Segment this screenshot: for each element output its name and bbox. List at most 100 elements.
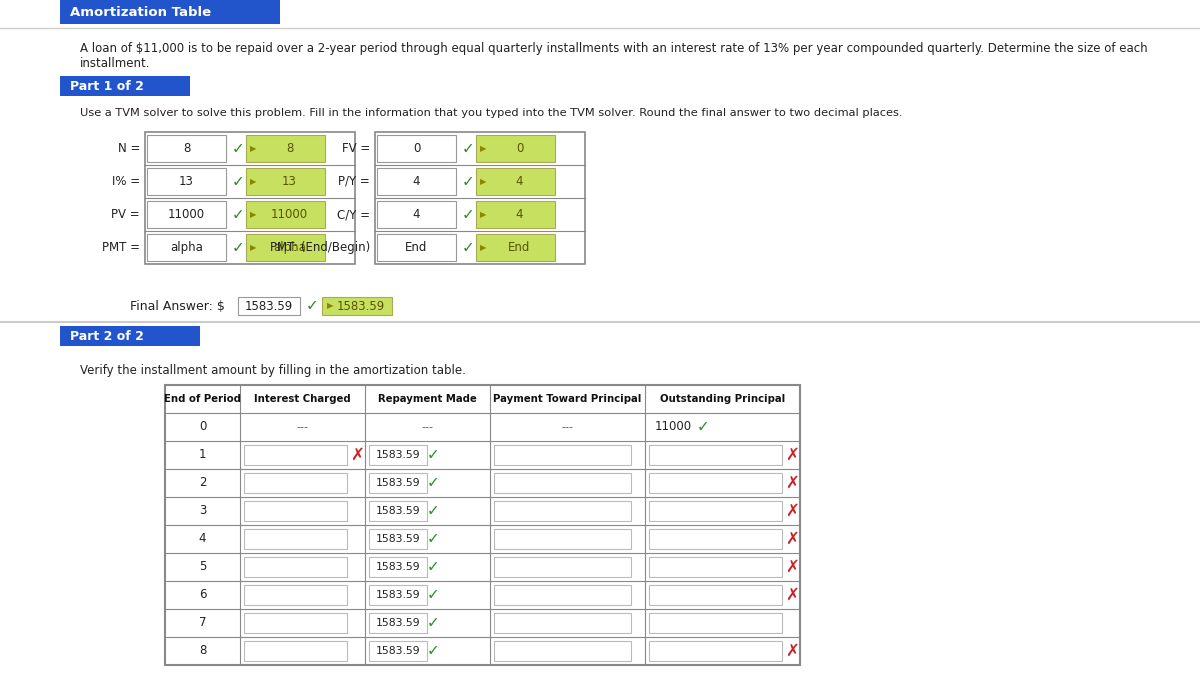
- Text: ✓: ✓: [462, 174, 475, 189]
- Bar: [476, 135, 554, 162]
- Text: Repayment Made: Repayment Made: [378, 394, 476, 404]
- Bar: [370, 445, 427, 465]
- Text: 6: 6: [199, 589, 206, 602]
- Bar: [148, 234, 226, 261]
- Text: ✗: ✗: [785, 642, 799, 660]
- Bar: [494, 473, 631, 493]
- Text: ---: ---: [562, 422, 574, 432]
- Text: 0: 0: [413, 142, 420, 155]
- Text: ---: ---: [296, 422, 308, 432]
- Bar: [649, 501, 782, 521]
- Text: ✓: ✓: [427, 587, 439, 602]
- Text: ▶: ▶: [326, 301, 334, 310]
- Text: ▶: ▶: [250, 210, 257, 219]
- Text: C/Y =: C/Y =: [337, 208, 370, 221]
- Text: 1: 1: [199, 449, 206, 462]
- Text: 2: 2: [199, 477, 206, 490]
- Text: ▶: ▶: [480, 177, 486, 186]
- Text: 1583.59: 1583.59: [376, 590, 420, 600]
- Text: ✗: ✗: [785, 474, 799, 492]
- Text: Outstanding Principal: Outstanding Principal: [660, 394, 785, 404]
- Text: 1583.59: 1583.59: [245, 299, 293, 312]
- Text: ✗: ✗: [785, 586, 799, 604]
- Bar: [370, 585, 427, 605]
- Bar: [476, 201, 554, 228]
- Text: 13: 13: [179, 175, 194, 188]
- Text: ✓: ✓: [462, 141, 475, 156]
- Text: ✓: ✓: [232, 141, 245, 156]
- Bar: [244, 445, 347, 465]
- Text: 3: 3: [199, 505, 206, 518]
- Bar: [370, 613, 427, 633]
- Bar: [377, 201, 456, 228]
- Text: 1583.59: 1583.59: [376, 506, 420, 516]
- Bar: [476, 168, 554, 195]
- Bar: [246, 135, 325, 162]
- Bar: [166, 385, 800, 665]
- Text: 4: 4: [413, 175, 420, 188]
- Text: 5: 5: [199, 561, 206, 574]
- Bar: [494, 613, 631, 633]
- Bar: [649, 529, 782, 549]
- Text: 8: 8: [182, 142, 190, 155]
- Text: ▶: ▶: [250, 177, 257, 186]
- Bar: [238, 297, 300, 315]
- Bar: [244, 641, 347, 661]
- Text: ✓: ✓: [427, 644, 439, 659]
- Text: PMT: (End/Begin): PMT: (End/Begin): [270, 241, 370, 254]
- Text: PV =: PV =: [112, 208, 140, 221]
- Bar: [649, 613, 782, 633]
- Text: Verify the installment amount by filling in the amortization table.: Verify the installment amount by filling…: [80, 364, 466, 377]
- Text: 1583.59: 1583.59: [337, 299, 385, 312]
- Text: Amortization Table: Amortization Table: [70, 5, 211, 18]
- Text: ▶: ▶: [480, 243, 486, 252]
- Text: 1583.59: 1583.59: [376, 618, 420, 628]
- Bar: [649, 641, 782, 661]
- Bar: [246, 168, 325, 195]
- Bar: [494, 557, 631, 577]
- Text: ▶: ▶: [250, 243, 257, 252]
- Text: ✗: ✗: [785, 530, 799, 548]
- Text: 1583.59: 1583.59: [376, 534, 420, 544]
- Bar: [370, 473, 427, 493]
- Text: ▶: ▶: [480, 144, 486, 153]
- Bar: [377, 234, 456, 261]
- Bar: [494, 501, 631, 521]
- Text: 11000: 11000: [271, 208, 308, 221]
- Bar: [494, 529, 631, 549]
- Text: ✓: ✓: [232, 240, 245, 255]
- Text: ---: ---: [421, 422, 433, 432]
- Bar: [244, 585, 347, 605]
- Text: ✓: ✓: [462, 207, 475, 222]
- Text: 0: 0: [199, 421, 206, 434]
- Text: 4: 4: [516, 208, 523, 221]
- Bar: [244, 529, 347, 549]
- Text: 7: 7: [199, 617, 206, 629]
- Bar: [494, 585, 631, 605]
- Text: ✓: ✓: [306, 299, 319, 314]
- Text: 1583.59: 1583.59: [376, 450, 420, 460]
- Text: PMT =: PMT =: [102, 241, 140, 254]
- Text: Part 1 of 2: Part 1 of 2: [70, 80, 144, 93]
- Text: End of Period: End of Period: [164, 394, 241, 404]
- Bar: [649, 445, 782, 465]
- Bar: [494, 641, 631, 661]
- Bar: [60, 0, 280, 24]
- Text: End: End: [509, 241, 530, 254]
- Bar: [370, 501, 427, 521]
- Bar: [0, 360, 1200, 682]
- Bar: [370, 557, 427, 577]
- Text: End: End: [406, 241, 427, 254]
- Text: ▶: ▶: [480, 210, 486, 219]
- Text: ✗: ✗: [785, 502, 799, 520]
- Text: alpha: alpha: [274, 241, 306, 254]
- Text: ✓: ✓: [427, 559, 439, 574]
- Text: ✓: ✓: [427, 531, 439, 546]
- Bar: [145, 132, 355, 264]
- Text: ✗: ✗: [785, 446, 799, 464]
- Bar: [148, 135, 226, 162]
- Text: ✓: ✓: [232, 174, 245, 189]
- Text: 4: 4: [199, 533, 206, 546]
- Text: Part 2 of 2: Part 2 of 2: [70, 329, 144, 342]
- Text: Interest Charged: Interest Charged: [254, 394, 350, 404]
